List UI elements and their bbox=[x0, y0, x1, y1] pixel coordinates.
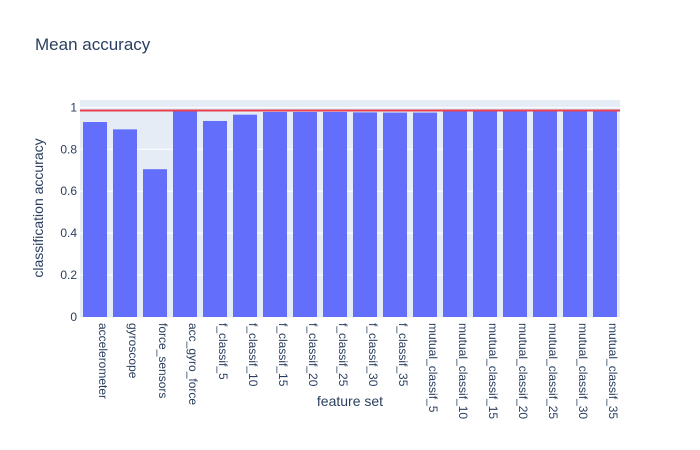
bar-mutual-classif-15 bbox=[473, 109, 497, 318]
bar-mutual-classif-20 bbox=[503, 110, 527, 317]
x-tick-label: accelerometer bbox=[96, 323, 110, 399]
x-tick-label: f_classif_5 bbox=[216, 323, 230, 380]
x-tick-label: f_classif_25 bbox=[336, 323, 350, 387]
bar-mutual-classif-30 bbox=[563, 110, 587, 317]
bar-f-classif-10 bbox=[233, 114, 257, 317]
x-axis-title: feature set bbox=[317, 393, 383, 409]
x-tick-label: f_classif_15 bbox=[276, 323, 290, 387]
x-tick-labels: accelerometer gyroscope force_sensors acc_g… bbox=[96, 323, 620, 419]
bar-mutual-classif-5 bbox=[413, 112, 437, 317]
bar-mutual-classif-25 bbox=[533, 110, 557, 317]
bars bbox=[83, 109, 617, 318]
x-tick-label: mutual_classif_35 bbox=[606, 323, 620, 419]
y-tick-label: 0.6 bbox=[60, 184, 77, 198]
plot-area bbox=[80, 100, 620, 317]
bar-f-classif-30 bbox=[353, 112, 377, 317]
y-tick-labels: 0 0.2 0.4 0.6 0.8 1 bbox=[60, 100, 77, 324]
gridlines bbox=[80, 106, 620, 276]
bar-f-classif-5 bbox=[203, 120, 227, 317]
bar-f-classif-25 bbox=[323, 111, 347, 318]
x-tick-label: gyroscope bbox=[126, 323, 140, 379]
y-tick-label: 0.4 bbox=[60, 226, 77, 240]
x-tick-label: mutual_classif_20 bbox=[516, 323, 530, 419]
bar-accelerometer bbox=[83, 122, 107, 317]
bar-force-sensors bbox=[143, 169, 167, 317]
x-tick-label: f_classif_35 bbox=[396, 323, 410, 387]
x-tick-label: f_classif_10 bbox=[246, 323, 260, 387]
y-tick-label: 1 bbox=[70, 100, 77, 114]
y-tick-label: 0 bbox=[70, 310, 77, 324]
y-tick-label: 0.2 bbox=[60, 268, 77, 282]
x-tick-label: mutual_classif_15 bbox=[486, 323, 500, 419]
bar-f-classif-15 bbox=[263, 111, 287, 318]
y-axis-title: classification accuracy bbox=[30, 138, 46, 277]
x-tick-label: force_sensors bbox=[156, 323, 170, 398]
x-tick-label: f_classif_30 bbox=[366, 323, 380, 387]
bar-mutual-classif-35 bbox=[593, 110, 617, 317]
x-tick-label: mutual_classif_30 bbox=[576, 323, 590, 419]
bar-acc-gyro-force bbox=[173, 110, 197, 317]
bar-f-classif-35 bbox=[383, 112, 407, 317]
bar-gyroscope bbox=[113, 129, 137, 317]
bar-mutual-classif-10 bbox=[443, 110, 467, 317]
y-tick-label: 0.8 bbox=[60, 142, 77, 156]
bar-f-classif-20 bbox=[293, 111, 317, 318]
x-tick-label: mutual_classif_10 bbox=[456, 323, 470, 419]
chart-title: Mean accuracy bbox=[35, 35, 151, 54]
x-tick-label: mutual_classif_25 bbox=[546, 323, 560, 419]
x-tick-label: acc_gyro_force bbox=[186, 323, 200, 405]
x-tick-label: f_classif_20 bbox=[306, 323, 320, 387]
x-tick-label: mutual_classif_5 bbox=[426, 323, 440, 413]
